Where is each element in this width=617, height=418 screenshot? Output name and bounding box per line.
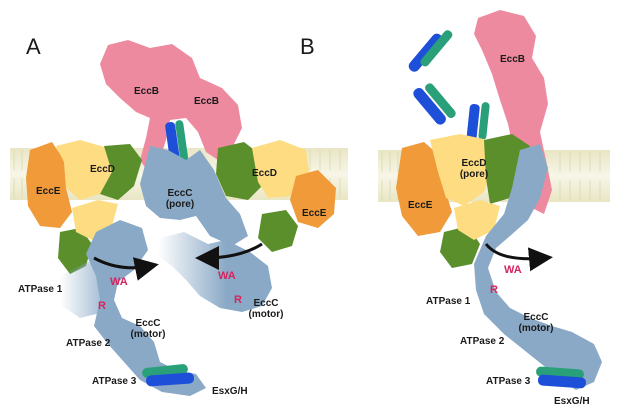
arrow-left-a <box>93 256 159 281</box>
eccc-motor-left-body-a <box>86 220 206 396</box>
label-esxgh-a: EsxG/H <box>212 386 248 397</box>
label-wa-right-a: WA <box>218 270 236 282</box>
eccd-right-green2-a <box>258 210 298 252</box>
esx-top2-blue-b <box>413 87 446 125</box>
esx-pore-green-b <box>478 102 490 140</box>
panel-b <box>378 10 610 390</box>
eccb-dimer-a <box>100 40 242 172</box>
label-eccb-1-a: EccB <box>134 86 160 97</box>
panel-letter-b: B <box>300 34 315 59</box>
eccd-yellow2-b <box>454 200 500 240</box>
label-r-right-a: R <box>234 294 242 306</box>
label-atpase1-b: ATPase 1 <box>426 296 471 307</box>
label-eccc-pore-a: EccC (pore) <box>165 188 195 210</box>
label-eccb-b: EccB <box>500 54 526 65</box>
esx-pore-blue-b <box>466 103 480 145</box>
panel-a <box>10 40 348 396</box>
esx-bottom-blue-b <box>537 374 586 389</box>
arrow-b <box>484 243 553 272</box>
eccd-left-green-a <box>100 144 142 200</box>
label-atpase3-b: ATPase 3 <box>486 376 531 387</box>
eccc-b <box>474 144 602 390</box>
panel-letter-a: A <box>26 34 41 59</box>
label-eccd-left-a: EccD <box>90 164 116 175</box>
esx-top1-green-b <box>420 30 453 67</box>
arrow-right-a <box>195 242 263 270</box>
label-eccc-motor-b: EccC (motor) <box>518 312 554 334</box>
label-eccc-motor-right-a: EccC (motor) <box>248 298 284 320</box>
esx-top1-blue-b <box>408 33 443 72</box>
label-eccc-motor-left-a: EccC (motor) <box>130 318 166 340</box>
ecce-right-a <box>290 170 336 228</box>
esx-pore-green-a <box>175 120 189 166</box>
label-atpase1-a: ATPase 1 <box>18 284 63 295</box>
label-eccd-right-a: EccD <box>252 168 278 179</box>
eccd-left-green2-a <box>58 228 92 274</box>
ecce-left-a <box>26 142 72 228</box>
eccc-pore-a <box>140 146 248 246</box>
esx-top2-green-b <box>425 83 456 119</box>
eccd-left-yellow-a <box>56 140 112 200</box>
esx-bottom-blue-a <box>146 372 195 387</box>
label-ecce-right-a: EccE <box>302 208 327 219</box>
label-ecce-b: EccE <box>408 200 433 211</box>
label-esxgh-b: EsxG/H <box>554 396 590 407</box>
label-r-left-a: R <box>98 300 106 312</box>
eccd-green-b <box>484 134 530 204</box>
eccd-left-yellow2-a <box>72 200 118 240</box>
label-wa-b: WA <box>504 264 522 276</box>
label-atpase2-a: ATPase 2 <box>66 338 111 349</box>
label-eccd-b: EccD (pore) <box>459 158 489 180</box>
label-atpase2-b: ATPase 2 <box>460 336 505 347</box>
label-ecce-left-a: EccE <box>36 186 61 197</box>
eccd-yellow-b <box>430 134 494 206</box>
label-eccb-2-a: EccB <box>194 96 220 107</box>
label-wa-left-a: WA <box>110 276 128 288</box>
label-atpase3-a: ATPase 3 <box>92 376 137 387</box>
label-r-b: R <box>490 284 498 296</box>
eccd-right-green-a <box>216 142 262 200</box>
